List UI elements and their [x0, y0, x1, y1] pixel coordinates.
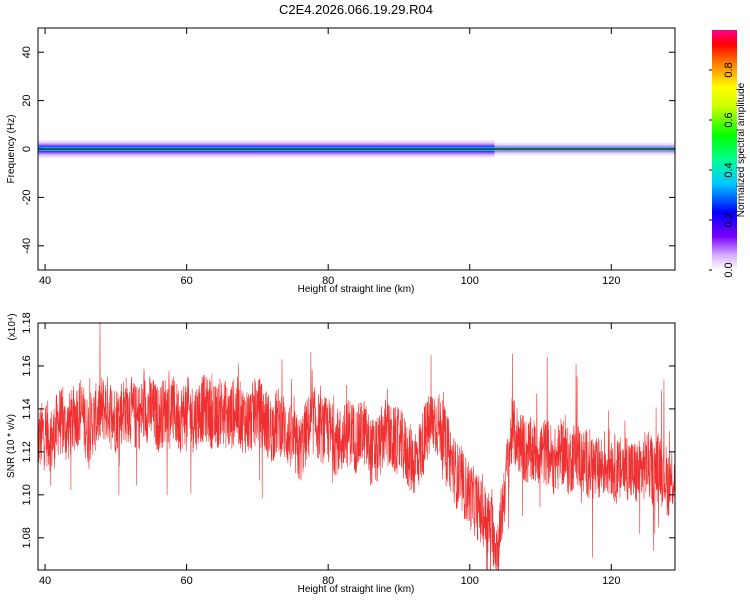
snr-y-tick-label: 1.16	[21, 355, 33, 376]
colorbar-tick-label: 0.6	[723, 112, 735, 127]
spectrogram-y-tick-label: 40	[21, 46, 33, 58]
spectrogram-panel: 40 60 80 100 120 -40 -20 0 20 40 Height of straig…	[6, 27, 676, 295]
snr-x-tick-label: 120	[602, 575, 620, 587]
colorbar-tick-label: 0.8	[723, 62, 735, 77]
colorbar-gradient	[712, 30, 737, 270]
spectrogram-x-tick-label: 120	[602, 275, 620, 287]
colorbar-tick-label: 0.0	[723, 262, 735, 277]
colorbar-label: Normalized spectral amplitude	[736, 82, 747, 217]
spectrogram-y-tick-label: 20	[21, 94, 33, 106]
colorbar: 0.0 0.2 0.4 0.6 0.8 Normalized spectral ampl…	[709, 30, 747, 278]
snr-y-multiplier: (x10⁴)	[7, 313, 18, 340]
snr-y-axis-label: SNR (10 * v/v)	[6, 414, 17, 478]
spectrogram-x-axis-label: Height of straight line (km)	[298, 284, 415, 295]
colorbar-tick-label: 0.2	[723, 212, 735, 227]
snr-y-tick-label: 1.10	[21, 484, 33, 505]
snr-x-tick-label: 60	[181, 575, 193, 587]
spectrogram-y-axis-label: Frequency (Hz)	[6, 115, 17, 184]
spectrogram-x-tick-label: 100	[461, 275, 479, 287]
snr-y-tick-label: 1.12	[21, 441, 33, 462]
snr-y-tick-label: 1.14	[21, 398, 33, 419]
colorbar-tick-label: 0.4	[723, 162, 735, 177]
snr-panel: 40 60 80 100 120 1.08 1.10 1.12 1.14 1.16 1.18 Hei…	[6, 312, 676, 595]
snr-y-tick-label: 1.08	[21, 527, 33, 548]
spectrogram-y-tick-label: -20	[21, 189, 33, 205]
snr-series-line	[38, 323, 675, 570]
spectrogram-x-tick-label: 60	[181, 275, 193, 287]
spectrogram-y-tick-label: -40	[21, 238, 33, 254]
snr-x-tick-label: 100	[461, 575, 479, 587]
snr-y-tick-label: 1.18	[21, 312, 33, 333]
snr-frame	[37, 322, 676, 571]
spectrogram-y-tick-label: 0	[21, 146, 33, 152]
spectrogram-x-tick-label: 40	[39, 275, 51, 287]
snr-x-tick-label: 80	[322, 575, 334, 587]
snr-x-axis-label: Height of straight line (km)	[298, 584, 415, 595]
figure-title: C2E4.2026.066.19.29.R04	[279, 2, 433, 17]
snr-x-tick-label: 40	[39, 575, 51, 587]
spectrogram-x-tick-label: 80	[322, 275, 334, 287]
